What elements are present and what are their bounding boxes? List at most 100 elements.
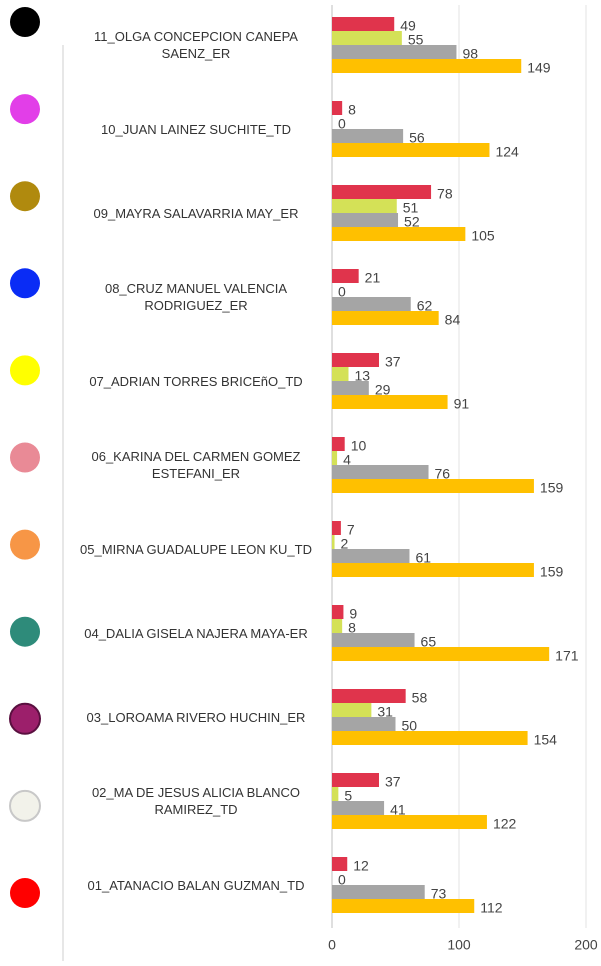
category-label-box: 06_KARINA DEL CARMEN GOMEZ ESTEFANI_ER (91, 449, 301, 481)
value-label: 124 (495, 144, 519, 160)
bar (332, 647, 550, 661)
category-label-box: 05_MIRNA GUADALUPE LEON KU_TD (80, 541, 312, 557)
bar (332, 199, 397, 213)
value-label: 78 (437, 186, 453, 202)
category-label: 06_KARINA DEL CARMEN GOMEZ ESTEFANI_ER (91, 449, 301, 481)
value-label: 21 (365, 270, 381, 286)
bar (332, 311, 439, 325)
value-label: 84 (445, 312, 461, 328)
value-label: 5 (344, 788, 352, 804)
value-label: 51 (403, 200, 419, 216)
category-label: 03_LOROAMA RIVERO HUCHIN_ER (86, 709, 306, 725)
value-label: 4 (343, 452, 351, 468)
value-label: 0 (338, 284, 346, 300)
bar (332, 227, 466, 241)
category-label-box: 11_OLGA CONCEPCION CANEPA SAENZ_ER (94, 29, 298, 61)
category-label: 02_MA DE JESUS ALICIA BLANCO RAMIREZ_TD (91, 785, 301, 817)
bar (332, 773, 379, 787)
bar (332, 703, 372, 717)
category-label-box: 09_MAYRA SALAVARRIA MAY_ER (94, 206, 299, 221)
category-label-box: 02_MA DE JESUS ALICIA BLANCO RAMIREZ_TD (91, 785, 301, 817)
value-label: 154 (534, 732, 558, 748)
value-label: 159 (540, 564, 564, 580)
category-label: 04_DALIA GISELA NAJERA MAYA-ER (84, 625, 308, 641)
bar (332, 185, 432, 199)
bar (332, 143, 490, 157)
value-label: 7 (347, 522, 355, 538)
bar (332, 59, 522, 73)
bar (332, 465, 429, 479)
category-label-box: 08_CRUZ MANUEL VALENCIA RODRIGUEZ_ER (104, 281, 288, 313)
value-label: 149 (527, 60, 551, 76)
value-label: 73 (431, 886, 447, 902)
bar (332, 213, 399, 227)
bar (332, 857, 348, 871)
bar (332, 633, 415, 647)
bar (332, 521, 341, 535)
bar (332, 563, 534, 577)
value-label: 13 (355, 368, 371, 384)
value-label: 10 (351, 438, 367, 454)
value-label: 61 (415, 550, 431, 566)
bar (332, 885, 425, 899)
bar (332, 605, 344, 619)
bar (332, 17, 395, 31)
bar (332, 367, 349, 381)
category-label-box: 10_JUAN LAINEZ SUCHITE_TD (101, 121, 291, 137)
value-label: 76 (435, 466, 451, 482)
bar (332, 45, 457, 59)
bar (332, 479, 534, 493)
bar (332, 787, 339, 801)
value-label: 0 (338, 872, 346, 888)
category-dot (9, 789, 41, 822)
bar (332, 549, 410, 563)
value-label: 171 (555, 648, 579, 664)
category-label-box: 07_ADRIAN TORRES BRICEñO_TD (89, 373, 303, 389)
value-label: 31 (377, 704, 393, 720)
value-label: 62 (417, 298, 433, 314)
x-tick-label: 200 (574, 937, 598, 953)
value-label: 8 (348, 620, 356, 636)
category-dot (10, 529, 40, 560)
bar (332, 815, 487, 829)
value-label: 29 (375, 382, 391, 398)
bar (332, 381, 369, 395)
x-tick-label: 100 (447, 937, 471, 953)
bar (332, 31, 402, 45)
value-label: 65 (421, 634, 437, 650)
category-dot (10, 268, 40, 299)
value-label: 91 (454, 396, 470, 412)
bar (332, 269, 359, 283)
category-label-box: 01_ATANACIO BALAN GUZMAN_TD (87, 877, 305, 893)
value-label: 98 (462, 46, 478, 62)
category-dot (10, 355, 40, 386)
value-label: 159 (540, 480, 564, 496)
category-label: 10_JUAN LAINEZ SUCHITE_TD (101, 121, 291, 137)
bar (332, 353, 379, 367)
bar (332, 129, 404, 143)
x-tick-label: 0 (328, 937, 336, 953)
category-dot (10, 7, 40, 37)
bar (332, 297, 411, 311)
category-label: 11_OLGA CONCEPCION CANEPA SAENZ_ER (94, 29, 298, 61)
value-label: 56 (409, 130, 425, 146)
category-label: 08_CRUZ MANUEL VALENCIA RODRIGUEZ_ER (104, 281, 288, 313)
category-label-box: 03_LOROAMA RIVERO HUCHIN_ER (86, 709, 306, 725)
category-label: 07_ADRIAN TORRES BRICEñO_TD (89, 373, 303, 389)
value-label: 105 (471, 228, 495, 244)
category-label: 05_MIRNA GUADALUPE LEON KU_TD (80, 541, 312, 557)
value-label: 37 (385, 774, 401, 790)
value-label: 9 (349, 606, 357, 622)
category-dot (10, 181, 40, 212)
value-label: 50 (402, 718, 418, 734)
bar (332, 101, 343, 115)
bar (332, 689, 406, 703)
category-dot (9, 702, 41, 735)
value-label: 122 (493, 816, 517, 832)
value-label: 37 (385, 354, 401, 370)
category-label: 01_ATANACIO BALAN GUZMAN_TD (87, 877, 305, 893)
value-label: 58 (412, 690, 428, 706)
value-label: 49 (400, 18, 416, 34)
value-label: 2 (341, 536, 349, 552)
